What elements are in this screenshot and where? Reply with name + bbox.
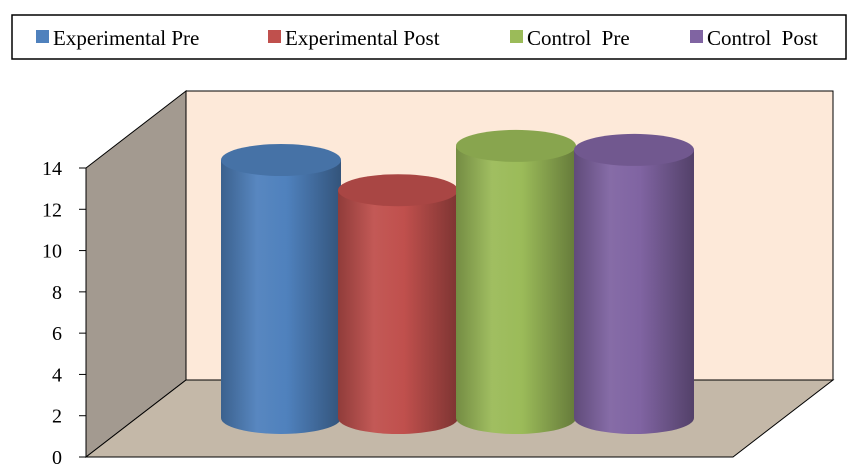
legend-swatch — [268, 30, 281, 43]
bar-top — [456, 129, 576, 162]
legend-label: Control Pre — [527, 26, 630, 50]
legend-swatch — [36, 30, 49, 43]
bar-cylinder — [574, 133, 694, 434]
bar-cylinder — [338, 174, 458, 434]
y-tick-label: 0 — [52, 447, 62, 464]
legend-label: Experimental Pre — [53, 26, 199, 50]
bar-body — [221, 160, 341, 434]
y-tick-label: 10 — [42, 241, 62, 263]
legend: Experimental Pre Experimental Post Control… — [11, 14, 847, 60]
legend-label: Experimental Post — [285, 26, 440, 50]
bar-body — [574, 149, 694, 434]
y-tick-label: 14 — [42, 158, 62, 180]
y-tick-label: 8 — [52, 282, 62, 304]
legend-label: Control Post — [707, 26, 818, 50]
y-tick-label: 2 — [52, 406, 62, 428]
legend-swatch — [510, 30, 523, 43]
bar-cylinder — [221, 144, 341, 434]
y-tick-label: 6 — [52, 323, 62, 345]
bar-top — [574, 133, 694, 166]
legend-frame — [11, 14, 847, 60]
y-axis: 0 2 4 6 8 10 12 14 — [42, 158, 87, 464]
y-tick-label: 12 — [42, 199, 62, 221]
bar-top — [221, 144, 341, 176]
bar-cylinder — [456, 129, 576, 434]
bar-top — [338, 174, 458, 207]
y-tick-label: 4 — [52, 364, 62, 386]
bar-body — [456, 145, 576, 434]
legend-swatch — [690, 30, 703, 43]
bar-body — [338, 190, 458, 434]
bars — [221, 129, 694, 434]
